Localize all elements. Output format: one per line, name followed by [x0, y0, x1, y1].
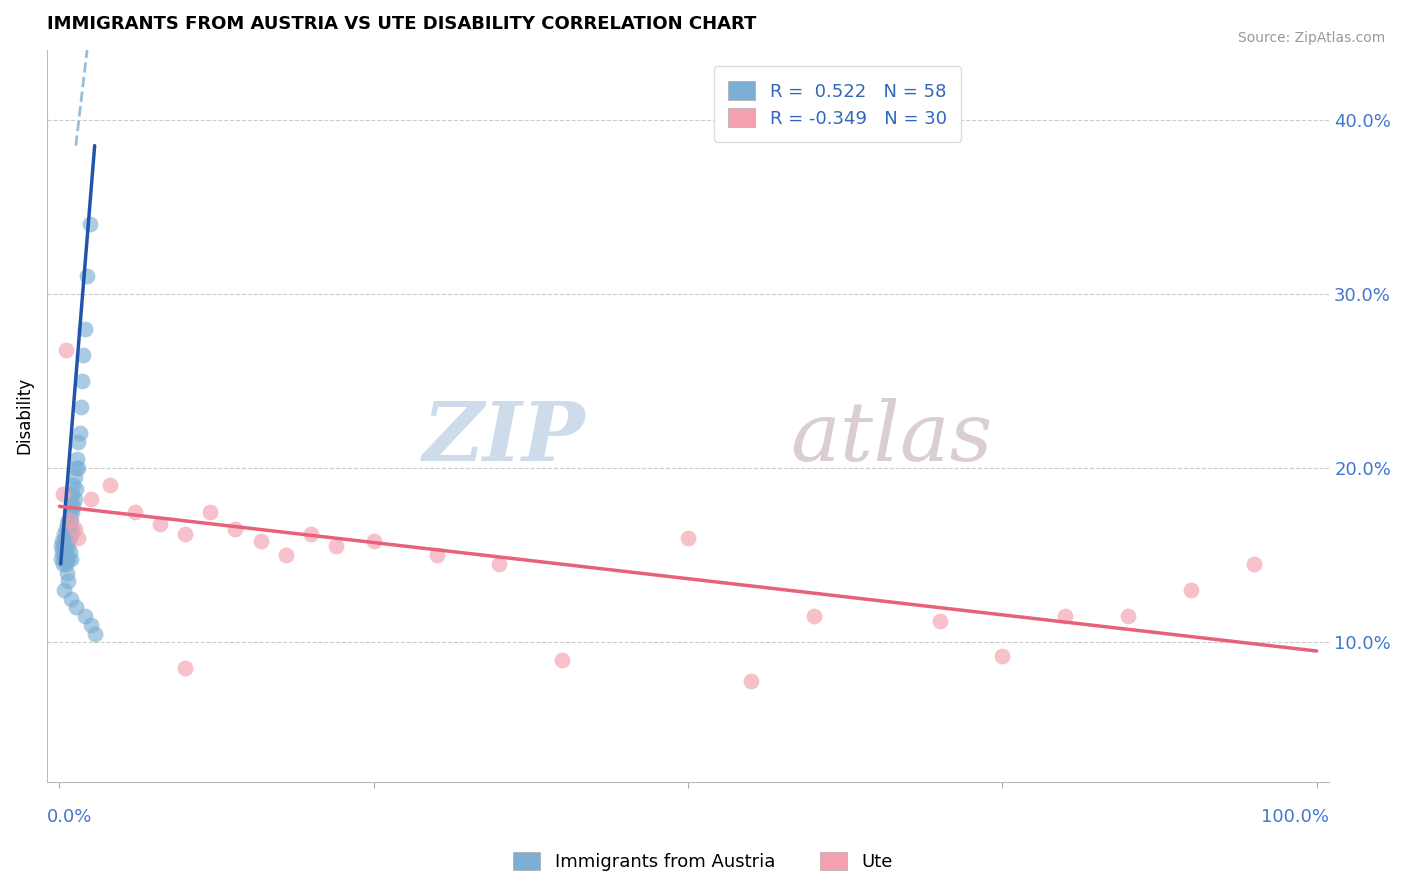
Point — [55, 531, 77, 545]
Point — [53, 551, 76, 566]
Point — [49, 540, 72, 554]
Point — [59, 527, 82, 541]
Point — [55, 557, 77, 571]
Point — [53, 582, 76, 597]
Point — [53, 534, 76, 549]
Point — [58, 540, 80, 554]
Point — [66, 452, 89, 467]
Point — [249, 534, 271, 549]
Point — [67, 434, 90, 449]
Point — [56, 566, 79, 580]
Point — [73, 609, 96, 624]
Point — [52, 548, 75, 562]
Point — [63, 492, 86, 507]
Point — [80, 492, 103, 507]
Point — [65, 600, 87, 615]
Point — [58, 522, 80, 536]
Text: atlas: atlas — [790, 398, 993, 478]
Point — [174, 661, 197, 675]
Point — [76, 269, 98, 284]
Point — [803, 609, 825, 624]
Point — [60, 522, 83, 536]
Point — [740, 673, 762, 688]
Legend: Immigrants from Austria, Ute: Immigrants from Austria, Ute — [506, 845, 900, 879]
Point — [1116, 609, 1139, 624]
Point — [52, 557, 75, 571]
Text: 0.0%: 0.0% — [46, 808, 93, 826]
Point — [56, 551, 79, 566]
Point — [991, 649, 1014, 664]
Point — [59, 513, 82, 527]
Point — [49, 551, 72, 566]
Point — [551, 653, 574, 667]
Point — [60, 505, 83, 519]
Point — [73, 321, 96, 335]
Point — [55, 343, 77, 357]
Point — [58, 513, 80, 527]
Point — [299, 527, 322, 541]
Text: ZIP: ZIP — [423, 398, 585, 478]
Point — [325, 540, 347, 554]
Point — [274, 548, 297, 562]
Point — [58, 574, 80, 589]
Point — [224, 522, 246, 536]
Point — [58, 531, 80, 545]
Text: Source: ZipAtlas.com: Source: ZipAtlas.com — [1237, 31, 1385, 45]
Point — [56, 527, 79, 541]
Point — [72, 348, 94, 362]
Point — [69, 400, 91, 414]
Point — [426, 548, 449, 562]
Point — [79, 217, 101, 231]
Point — [51, 544, 73, 558]
Point — [65, 482, 87, 496]
Point — [1180, 582, 1202, 597]
Point — [63, 522, 86, 536]
Point — [174, 527, 197, 541]
Point — [55, 548, 77, 562]
Legend: R =  0.522   N = 58, R = -0.349   N = 30: R = 0.522 N = 58, R = -0.349 N = 30 — [714, 66, 962, 142]
Point — [60, 487, 83, 501]
Point — [200, 505, 222, 519]
Point — [65, 461, 87, 475]
Point — [56, 516, 79, 531]
Point — [69, 426, 91, 441]
Point — [63, 469, 86, 483]
Text: IMMIGRANTS FROM AUSTRIA VS UTE DISABILITY CORRELATION CHART: IMMIGRANTS FROM AUSTRIA VS UTE DISABILIT… — [46, 15, 756, 33]
Point — [52, 540, 75, 554]
Point — [124, 505, 146, 519]
Point — [52, 487, 75, 501]
Point — [62, 500, 84, 514]
Y-axis label: Disability: Disability — [15, 377, 32, 454]
Point — [58, 544, 80, 558]
Point — [83, 626, 105, 640]
Point — [59, 551, 82, 566]
Point — [67, 531, 90, 545]
Point — [62, 478, 84, 492]
Point — [928, 615, 950, 629]
Point — [51, 534, 73, 549]
Point — [1243, 557, 1265, 571]
Point — [56, 534, 79, 549]
Point — [1054, 609, 1077, 624]
Point — [53, 527, 76, 541]
Point — [98, 478, 121, 492]
Point — [59, 591, 82, 606]
Point — [363, 534, 385, 549]
Point — [59, 496, 82, 510]
Point — [55, 540, 77, 554]
Text: 100.0%: 100.0% — [1261, 808, 1329, 826]
Point — [70, 374, 93, 388]
Point — [67, 461, 90, 475]
Point — [58, 513, 80, 527]
Point — [55, 522, 77, 536]
Point — [58, 516, 80, 531]
Point — [488, 557, 510, 571]
Point — [676, 531, 699, 545]
Point — [80, 618, 103, 632]
Point — [149, 516, 172, 531]
Point — [58, 551, 80, 566]
Point — [58, 505, 80, 519]
